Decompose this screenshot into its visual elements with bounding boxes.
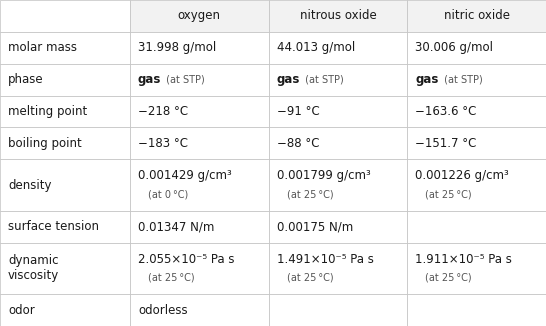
- Text: −91 °C: −91 °C: [277, 105, 319, 118]
- Text: nitric oxide: nitric oxide: [444, 9, 509, 22]
- Text: gas: gas: [416, 73, 438, 86]
- Text: 0.001799 g/cm³: 0.001799 g/cm³: [277, 169, 370, 182]
- Bar: [130, 294, 269, 326]
- Text: density: density: [8, 179, 51, 191]
- Text: gas: gas: [138, 73, 161, 86]
- Text: (at STP): (at STP): [302, 75, 344, 85]
- Text: molar mass: molar mass: [8, 41, 77, 54]
- Text: (at 25 °C): (at 25 °C): [425, 273, 472, 283]
- Text: gas: gas: [277, 73, 300, 86]
- Text: oxygen: oxygen: [178, 9, 221, 22]
- Text: 31.998 g/mol: 31.998 g/mol: [138, 41, 216, 54]
- Bar: [0, 64, 130, 96]
- Bar: [0, 159, 130, 211]
- Bar: [0, 96, 130, 127]
- Text: dynamic
viscosity: dynamic viscosity: [8, 254, 60, 282]
- Text: 0.001226 g/cm³: 0.001226 g/cm³: [416, 169, 509, 182]
- Bar: [130, 0, 269, 32]
- Text: boiling point: boiling point: [8, 137, 82, 150]
- Bar: [0, 294, 130, 326]
- Bar: [407, 0, 546, 32]
- Text: 0.00175 N/m: 0.00175 N/m: [277, 220, 353, 233]
- Text: odor: odor: [8, 304, 35, 317]
- Bar: [269, 127, 407, 159]
- Bar: [407, 211, 546, 243]
- Bar: [407, 243, 546, 294]
- Text: surface tension: surface tension: [8, 220, 99, 233]
- Bar: [130, 159, 269, 211]
- Text: (at 25 °C): (at 25 °C): [287, 273, 333, 283]
- Bar: [407, 96, 546, 127]
- Bar: [0, 32, 130, 64]
- Text: −218 °C: −218 °C: [138, 105, 188, 118]
- Bar: [269, 0, 407, 32]
- Bar: [0, 243, 130, 294]
- Text: 0.01347 N/m: 0.01347 N/m: [138, 220, 215, 233]
- Bar: [0, 211, 130, 243]
- Text: −163.6 °C: −163.6 °C: [416, 105, 477, 118]
- Text: (at 0 °C): (at 0 °C): [148, 189, 188, 199]
- Bar: [269, 159, 407, 211]
- Bar: [130, 32, 269, 64]
- Text: 1.491×10⁻⁵ Pa s: 1.491×10⁻⁵ Pa s: [277, 253, 373, 266]
- Text: 2.055×10⁻⁵ Pa s: 2.055×10⁻⁵ Pa s: [138, 253, 234, 266]
- Bar: [407, 127, 546, 159]
- Bar: [269, 96, 407, 127]
- Text: −151.7 °C: −151.7 °C: [416, 137, 477, 150]
- Bar: [130, 96, 269, 127]
- Text: (at STP): (at STP): [441, 75, 483, 85]
- Bar: [407, 159, 546, 211]
- Bar: [269, 243, 407, 294]
- Text: (at 25 °C): (at 25 °C): [425, 189, 472, 199]
- Bar: [269, 294, 407, 326]
- Bar: [269, 32, 407, 64]
- Bar: [407, 64, 546, 96]
- Text: (at 25 °C): (at 25 °C): [287, 189, 333, 199]
- Bar: [130, 127, 269, 159]
- Text: 0.001429 g/cm³: 0.001429 g/cm³: [138, 169, 232, 182]
- Text: 44.013 g/mol: 44.013 g/mol: [277, 41, 355, 54]
- Bar: [0, 0, 130, 32]
- Text: melting point: melting point: [8, 105, 87, 118]
- Text: (at STP): (at STP): [163, 75, 205, 85]
- Text: −88 °C: −88 °C: [277, 137, 319, 150]
- Text: nitrous oxide: nitrous oxide: [300, 9, 376, 22]
- Bar: [130, 64, 269, 96]
- Bar: [407, 294, 546, 326]
- Text: phase: phase: [8, 73, 44, 86]
- Bar: [0, 127, 130, 159]
- Bar: [130, 211, 269, 243]
- Text: 1.911×10⁻⁵ Pa s: 1.911×10⁻⁵ Pa s: [416, 253, 512, 266]
- Bar: [407, 32, 546, 64]
- Bar: [269, 64, 407, 96]
- Text: (at 25 °C): (at 25 °C): [148, 273, 194, 283]
- Text: −183 °C: −183 °C: [138, 137, 188, 150]
- Bar: [130, 243, 269, 294]
- Text: odorless: odorless: [138, 304, 188, 317]
- Bar: [269, 211, 407, 243]
- Text: 30.006 g/mol: 30.006 g/mol: [416, 41, 494, 54]
